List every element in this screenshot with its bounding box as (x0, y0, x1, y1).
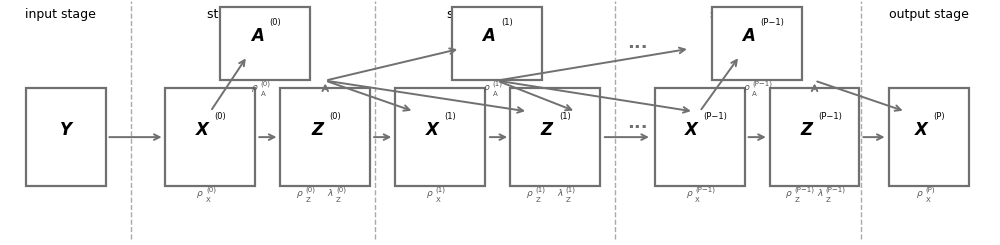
Text: (P): (P) (925, 186, 935, 193)
Text: ρ: ρ (197, 189, 203, 198)
Text: ρ: ρ (297, 189, 302, 198)
Text: A: A (493, 91, 497, 98)
Text: ...: ... (627, 113, 648, 132)
Text: ρ: ρ (743, 83, 749, 92)
Bar (280, 88, 370, 186)
Text: ρ: ρ (526, 189, 532, 198)
Text: (1): (1) (493, 80, 503, 87)
Text: (0): (0) (336, 186, 346, 193)
Bar (452, 7, 542, 80)
Bar (220, 7, 310, 80)
Text: stage 0: stage 0 (207, 8, 254, 21)
Text: (P−1): (P−1) (795, 186, 815, 193)
Text: (0): (0) (329, 112, 341, 121)
Text: X: X (685, 121, 698, 139)
Text: A: A (742, 27, 755, 45)
Text: ...: ... (627, 34, 648, 52)
Text: (0): (0) (269, 18, 281, 27)
Text: X: X (915, 121, 928, 139)
Text: (P−1): (P−1) (704, 112, 728, 121)
Text: ρ: ρ (484, 83, 490, 92)
Text: X: X (695, 197, 700, 203)
Bar (712, 7, 802, 80)
Bar (770, 88, 859, 186)
Text: input stage: input stage (25, 8, 96, 21)
Bar (26, 88, 106, 186)
Text: A: A (483, 27, 495, 45)
Text: λ: λ (557, 189, 563, 198)
Text: (0): (0) (305, 186, 315, 193)
Text: A: A (251, 27, 264, 45)
Text: Z: Z (311, 121, 323, 139)
Text: Z: Z (535, 197, 540, 203)
Text: X: X (426, 121, 439, 139)
Text: ρ: ρ (917, 189, 922, 198)
Bar (889, 88, 969, 186)
Bar (510, 88, 600, 186)
Text: X: X (206, 197, 211, 203)
Text: Z: Z (801, 121, 813, 139)
Text: (P−1): (P−1) (761, 18, 785, 27)
Text: (1): (1) (535, 186, 545, 193)
Text: (P−1): (P−1) (752, 80, 772, 87)
Text: A: A (261, 91, 266, 98)
Text: λ: λ (817, 189, 822, 198)
Text: stage 1: stage 1 (447, 8, 493, 21)
Text: X: X (196, 121, 209, 139)
Text: (1): (1) (566, 186, 576, 193)
Bar (165, 88, 255, 186)
Text: (1): (1) (444, 112, 456, 121)
Bar (395, 88, 485, 186)
Text: stage P-1: stage P-1 (710, 8, 769, 21)
Text: Z: Z (795, 197, 800, 203)
Text: Y: Y (60, 121, 72, 139)
Text: (1): (1) (436, 186, 446, 193)
Text: (1): (1) (559, 112, 571, 121)
Text: Z: Z (566, 197, 571, 203)
Text: (P−1): (P−1) (819, 112, 842, 121)
Text: ρ: ρ (252, 83, 258, 92)
Text: output stage: output stage (889, 8, 969, 21)
Text: ρ: ρ (786, 189, 792, 198)
Text: X: X (925, 197, 930, 203)
Text: Z: Z (541, 121, 553, 139)
Text: (0): (0) (206, 186, 216, 193)
Bar (655, 88, 745, 186)
Text: Z: Z (305, 197, 310, 203)
Text: (P−1): (P−1) (825, 186, 845, 193)
Text: ρ: ρ (686, 189, 692, 198)
Text: A: A (752, 91, 757, 98)
Text: X: X (436, 197, 440, 203)
Text: (P−1): (P−1) (695, 186, 715, 193)
Text: (0): (0) (261, 80, 271, 87)
Text: λ: λ (328, 189, 333, 198)
Text: (0): (0) (214, 112, 226, 121)
Text: Z: Z (825, 197, 830, 203)
Text: (1): (1) (501, 18, 513, 27)
Text: (P): (P) (933, 112, 945, 121)
Text: ρ: ρ (427, 189, 433, 198)
Text: Z: Z (336, 197, 341, 203)
